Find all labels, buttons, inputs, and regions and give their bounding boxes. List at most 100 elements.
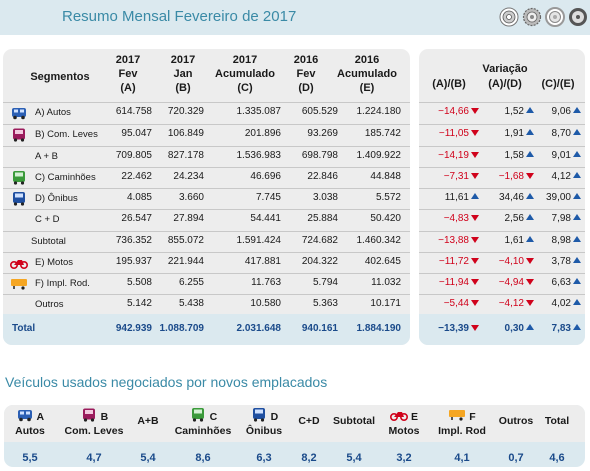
row-value: 25.884 [307, 213, 338, 224]
arrow-down-icon [471, 300, 479, 306]
used-col-value: 5,4 [140, 452, 156, 464]
variation-row: −4,83 2,56 7,98 [419, 209, 585, 230]
row-value: 614.758 [115, 106, 152, 117]
arrow-up-icon [573, 257, 581, 263]
row-value: 5.142 [126, 298, 152, 309]
arrow-up-icon [573, 107, 581, 113]
row-value: 1.591.424 [236, 235, 282, 246]
row-value: 1.409.922 [356, 150, 402, 161]
variation-value: −11,94 [439, 277, 479, 288]
var-ce-header: (C)/(E) [541, 78, 575, 90]
row-value: 605.529 [301, 106, 338, 117]
variation-value: 2,56 [505, 213, 534, 224]
row-label: A + B [35, 151, 58, 162]
var-ad-header: (A)/(D) [488, 78, 522, 90]
row-value: 54.441 [250, 213, 281, 224]
row-value: 720.329 [167, 106, 204, 117]
title-bar: Resumo Mensal Fevereiro de 2017 [0, 0, 590, 35]
segmentos-header: Segmentos [30, 71, 90, 83]
row-value: 1.460.342 [356, 235, 402, 246]
row-value: 27.894 [173, 213, 204, 224]
row-label: D) Ônibus [35, 193, 78, 204]
car-icon [10, 105, 28, 120]
arrow-up-icon [526, 129, 534, 135]
var-ab-header: (A)/(B) [432, 78, 466, 90]
row-value: 1.224.180 [356, 106, 402, 117]
arrow-up-icon [573, 236, 581, 242]
used-col-header: B Com. Leves [56, 407, 132, 438]
gear-icon [522, 7, 542, 27]
arrow-up-icon [573, 278, 581, 284]
row-value: 204.322 [301, 256, 338, 267]
total-c: 2.031.648 [236, 323, 282, 334]
row-value: 11.763 [251, 277, 281, 288]
table-row: A) Autos 614.758 720.329 1.335.087 605.529 1.… [3, 102, 410, 123]
row-value: 5.572 [375, 192, 401, 203]
arrow-down-icon [526, 279, 534, 285]
row-value: 50.420 [370, 213, 401, 224]
van-icon [80, 407, 98, 422]
used-col-value: 4,6 [549, 452, 565, 464]
arrow-down-icon [471, 258, 479, 264]
arrow-down-icon [526, 258, 534, 264]
arrow-up-icon [526, 324, 534, 330]
row-value: 26.547 [121, 213, 152, 224]
table-row: Outros 5.142 5.438 10.580 5.363 10.171 [3, 294, 410, 315]
arrow-up-icon [526, 107, 534, 113]
used-vehicles-title: Veículos usados negociados por novos emp… [5, 374, 328, 390]
arrow-up-icon [526, 214, 534, 220]
variation-value: 4,02 [552, 298, 581, 309]
col-d-header: 2016 Fev (D) [293, 54, 319, 94]
variation-row: −11,72 −4,10 3,78 [419, 252, 585, 273]
arrow-up-icon [573, 324, 581, 330]
variation-value: −4,83 [444, 213, 479, 224]
arrow-up-icon [573, 129, 581, 135]
variation-value: −1,68 [499, 171, 534, 182]
row-value: 3.660 [178, 192, 204, 203]
variation-value: −4,10 [499, 256, 534, 267]
arrow-down-icon [526, 300, 534, 306]
row-value: 46.696 [250, 171, 281, 182]
used-col-value: 8,2 [301, 452, 317, 464]
row-value: 709.805 [115, 150, 152, 161]
trailer-icon [10, 276, 28, 291]
vehicle-parts-icons [499, 7, 588, 27]
row-value: 5.363 [312, 298, 338, 309]
table-row: B) Com. Leves 95.047 106.849 201.896 93.269 1… [3, 124, 410, 145]
row-value: 5.438 [178, 298, 204, 309]
used-col-header: Total [544, 415, 570, 427]
variation-value: 3,78 [552, 256, 581, 267]
total-row: Total 942.939 1.088.709 2.031.648 940.16… [3, 314, 410, 345]
arrow-up-icon [573, 172, 581, 178]
row-value: 3.038 [312, 192, 338, 203]
row-value: 24.234 [173, 171, 204, 182]
variation-row: −14,19 1,58 9,01 [419, 146, 585, 167]
used-col-value: 5,5 [22, 452, 38, 464]
row-value: 724.682 [301, 235, 338, 246]
page-title: Resumo Mensal Fevereiro de 2017 [62, 8, 297, 25]
car-icon [16, 407, 34, 422]
row-value: 11.032 [371, 277, 401, 288]
variation-value: −11,05 [439, 128, 479, 139]
arrow-down-icon [471, 279, 479, 285]
row-value: 201.896 [244, 128, 281, 139]
row-value: 106.849 [167, 128, 204, 139]
col-a-header: 2017 Fev (A) [115, 54, 141, 94]
motorcycle-icon [9, 255, 29, 270]
arrow-up-icon [573, 214, 581, 220]
van-icon [10, 127, 28, 142]
row-value: 22.846 [307, 171, 338, 182]
table-row: C + D 26.547 27.894 54.441 25.884 50.420 [3, 209, 410, 230]
row-value: 10.580 [250, 298, 281, 309]
variation-value: 8,98 [552, 235, 581, 246]
truck-icon [189, 407, 207, 422]
variation-value: −14,66 [438, 106, 479, 117]
variation-value: 1,61 [505, 235, 534, 246]
variation-value: −5,44 [444, 298, 479, 309]
row-value: 5.794 [312, 277, 338, 288]
row-label: E) Motos [35, 257, 74, 268]
table-row: Subtotal 736.352 855.072 1.591.424 724.682 1.… [3, 231, 410, 252]
used-col-header: C Caminhões [167, 407, 239, 438]
row-label: C) Caminhões [35, 172, 96, 183]
variation-row: −5,44 −4,12 4,02 [419, 294, 585, 315]
